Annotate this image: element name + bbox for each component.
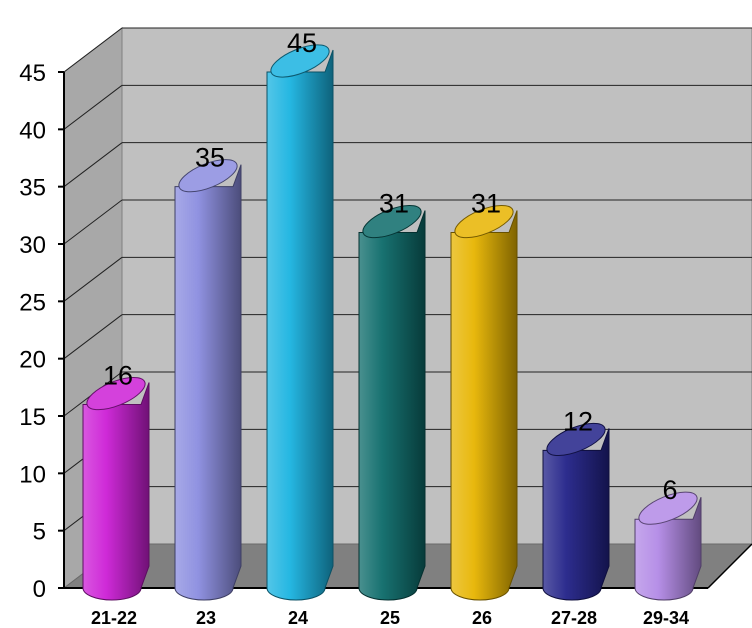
floor-edge xyxy=(707,543,752,589)
y-tick-label: 0 xyxy=(33,576,46,603)
y-tick-label: 30 xyxy=(19,232,46,259)
data-label: 12 xyxy=(563,406,593,436)
data-label: 31 xyxy=(379,189,409,219)
gridline-side xyxy=(63,199,123,245)
bar-21-22 xyxy=(82,376,150,601)
y-tick-label: 40 xyxy=(19,117,46,144)
bars xyxy=(82,44,702,601)
bar-29-34 xyxy=(634,491,702,601)
gridline-side xyxy=(63,142,123,188)
y-tick-label: 35 xyxy=(19,175,46,202)
y-tick-label: 5 xyxy=(33,519,46,546)
x-tick-label: 23 xyxy=(196,608,216,628)
bar-top xyxy=(86,376,146,411)
x-tick-label: 24 xyxy=(288,608,308,628)
x-tick-label: 26 xyxy=(472,608,492,628)
gridline-side xyxy=(63,256,123,302)
x-tick-label: 29-34 xyxy=(643,608,689,628)
x-tick-labels: 21-22 23 24 25 26 27-28 29-34 xyxy=(91,608,689,628)
data-labels: 16 35 45 31 31 12 6 xyxy=(103,28,678,505)
y-tick-label: 10 xyxy=(19,461,46,488)
bar-26 xyxy=(450,204,518,601)
y-tick-label: 15 xyxy=(19,404,46,431)
x-tick-label: 21-22 xyxy=(91,608,137,628)
bar-body xyxy=(266,49,334,601)
gridline-side xyxy=(63,314,123,360)
bar-23 xyxy=(174,159,242,601)
x-tick-label: 27-28 xyxy=(551,608,597,628)
bar-body xyxy=(358,210,426,601)
bar-top xyxy=(270,44,330,78)
bar-body xyxy=(450,210,518,601)
data-label: 6 xyxy=(662,475,677,505)
bar-top xyxy=(178,159,238,193)
bar-top xyxy=(546,422,606,456)
data-label: 45 xyxy=(287,28,317,58)
gridline-side xyxy=(63,84,123,130)
bar-body xyxy=(82,382,150,601)
bar-body xyxy=(174,164,242,601)
data-label: 31 xyxy=(471,189,501,219)
y-tick-label: 25 xyxy=(19,289,46,316)
bar-top xyxy=(362,204,422,239)
bar-top xyxy=(638,491,698,525)
x-tick-label: 25 xyxy=(380,608,400,628)
bar-top xyxy=(454,204,514,239)
bar-25 xyxy=(358,204,426,601)
y-tick-labels: 0 5 10 15 20 25 30 35 40 45 xyxy=(19,60,46,603)
bar-24 xyxy=(266,44,334,601)
gridline-side xyxy=(63,27,123,73)
bar-27-28 xyxy=(542,422,610,601)
y-tick-label: 20 xyxy=(19,347,46,374)
data-label: 35 xyxy=(195,143,225,173)
y-tick-label: 45 xyxy=(19,60,46,87)
data-label: 16 xyxy=(103,361,133,391)
bar-body xyxy=(542,428,610,601)
